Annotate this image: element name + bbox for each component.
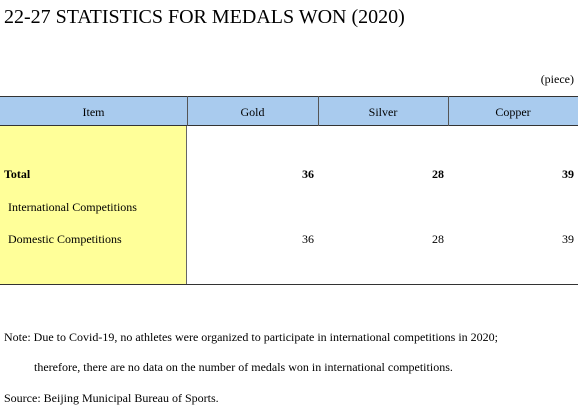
cell-value: 28 bbox=[432, 232, 444, 246]
note: Source: Beijing Municipal Bureau of Spor… bbox=[4, 391, 219, 405]
unit: (piece) bbox=[540, 72, 574, 86]
table-header bbox=[0, 96, 578, 126]
note: therefore, there are no data on the numb… bbox=[34, 360, 453, 374]
row-label: Domestic Competitions bbox=[8, 232, 122, 246]
table-bottom bbox=[0, 284, 578, 285]
title: 22-27 STATISTICS FOR MEDALS WON (2020) bbox=[4, 6, 405, 28]
divider bbox=[318, 96, 319, 126]
cell-value: 39 bbox=[562, 167, 574, 181]
column-header: Item bbox=[82, 105, 105, 119]
divider bbox=[187, 96, 188, 126]
column-header: Silver bbox=[368, 105, 398, 119]
row-label: International Competitions bbox=[8, 200, 137, 214]
cell-value: 36 bbox=[302, 232, 314, 246]
cell-value: 39 bbox=[562, 232, 574, 246]
column-header: Copper bbox=[495, 105, 531, 119]
note: Note: Due to Covid-19, no athletes were … bbox=[4, 330, 498, 344]
item-column bbox=[0, 126, 187, 285]
column-header: Gold bbox=[240, 105, 265, 119]
cell-value: 36 bbox=[302, 167, 314, 181]
row-label: Total bbox=[4, 167, 31, 181]
cell-value: 28 bbox=[432, 167, 444, 181]
divider bbox=[448, 96, 449, 126]
